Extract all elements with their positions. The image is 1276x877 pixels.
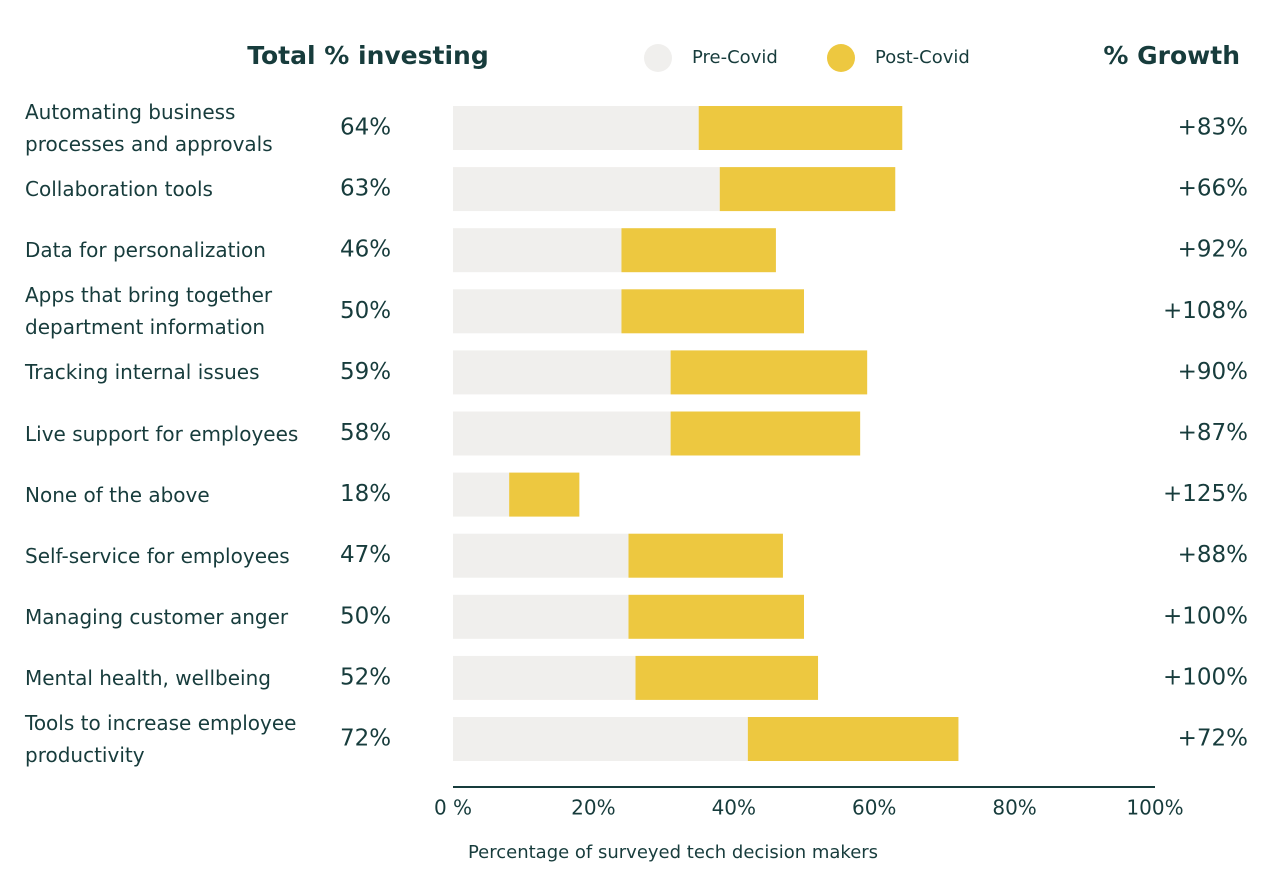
bar-segment xyxy=(453,350,671,395)
bar-segment xyxy=(698,106,903,150)
growth-label: +83% xyxy=(1178,115,1248,141)
category-label: Automating business processes and approv… xyxy=(25,100,273,156)
x-tick-label: 60% xyxy=(852,796,896,820)
legend-label: Post-Covid xyxy=(875,47,970,68)
x-tick-label: 20% xyxy=(571,796,615,820)
x-tick-label: 0 % xyxy=(434,796,472,820)
total-label: 18% xyxy=(340,481,391,507)
legend-label: Pre-Covid xyxy=(692,47,778,68)
bar-segment xyxy=(453,289,622,334)
growth-header: % Growth xyxy=(1103,41,1240,70)
category-label: Self-service for employees xyxy=(25,543,290,568)
bar-segment xyxy=(453,228,622,273)
total-label: 59% xyxy=(340,359,391,385)
x-axis-label: Percentage of surveyed tech decision mak… xyxy=(468,842,878,863)
growth-label: +90% xyxy=(1178,359,1248,385)
growth-label: +108% xyxy=(1163,298,1248,324)
total-label: 52% xyxy=(340,664,391,690)
bar-segment xyxy=(670,350,868,395)
growth-label: +72% xyxy=(1178,726,1248,752)
bar-segment xyxy=(453,167,720,212)
bar-segment xyxy=(747,717,959,761)
total-label: 64% xyxy=(340,115,391,141)
category-label: Tools to increase employee productivity xyxy=(25,711,297,767)
x-tick-label: 40% xyxy=(712,796,756,820)
legend-swatch xyxy=(644,44,672,72)
bar-segment xyxy=(670,411,861,456)
x-tick-label: 80% xyxy=(992,796,1036,820)
category-label: Collaboration tools xyxy=(25,177,213,202)
total-label: 50% xyxy=(340,298,391,324)
x-tick-label: 100% xyxy=(1126,796,1183,820)
bar-segment xyxy=(453,655,636,700)
bar-segment xyxy=(621,228,776,273)
growth-label: +66% xyxy=(1178,176,1248,202)
growth-label: +125% xyxy=(1163,481,1248,507)
bar-segment xyxy=(453,717,748,761)
category-label: Managing customer anger xyxy=(25,604,289,629)
total-label: 72% xyxy=(340,726,391,752)
growth-label: +88% xyxy=(1178,542,1248,568)
bar-segment xyxy=(453,472,510,517)
category-label: Mental health, wellbeing xyxy=(25,665,271,690)
legend-swatch xyxy=(827,44,855,72)
bar-segment xyxy=(635,655,819,700)
bar-segment xyxy=(628,533,783,578)
total-label: 58% xyxy=(340,420,391,446)
total-label: 63% xyxy=(340,176,391,202)
bar-segment xyxy=(453,106,699,150)
bar-segment xyxy=(453,533,629,578)
category-label: Data for personalization xyxy=(25,238,266,263)
category-label: None of the above xyxy=(25,482,210,507)
total-label: 47% xyxy=(340,542,391,568)
growth-label: +87% xyxy=(1178,420,1248,446)
category-label: Live support for employees xyxy=(25,421,299,446)
total-label: 46% xyxy=(340,237,391,263)
bar-segment xyxy=(621,289,804,334)
bar-segment xyxy=(453,594,629,639)
bar-segment xyxy=(719,167,896,212)
category-label: Apps that bring together department info… xyxy=(25,283,273,340)
bar-segment xyxy=(628,594,804,639)
growth-label: +100% xyxy=(1163,664,1248,690)
growth-label: +100% xyxy=(1163,603,1248,629)
bar-segment xyxy=(509,472,580,517)
category-label: Tracking internal issues xyxy=(25,360,260,385)
total-header: Total % investing xyxy=(247,41,488,70)
bar-segment xyxy=(453,411,671,456)
total-label: 50% xyxy=(340,603,391,629)
growth-label: +92% xyxy=(1178,237,1248,263)
